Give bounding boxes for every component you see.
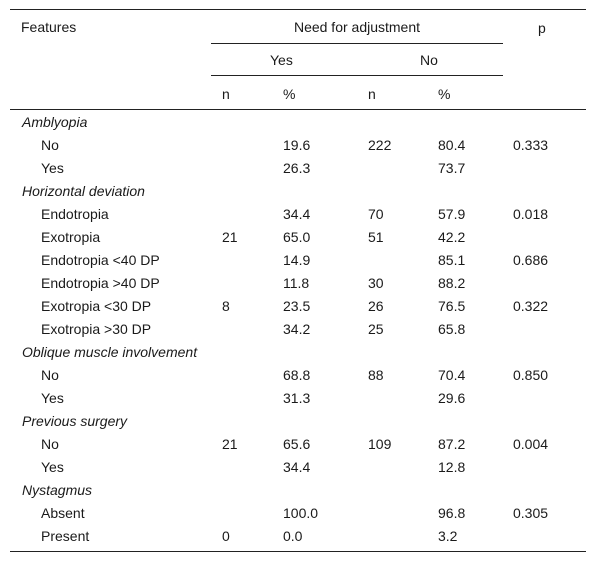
cell-pct-yes: 26.3 xyxy=(283,160,311,176)
cell-n-yes: 8 xyxy=(222,298,230,314)
cell-pct-yes: 23.5 xyxy=(283,298,311,314)
cell-p: 0.004 xyxy=(513,436,549,452)
cell-pct-yes: 34.4 xyxy=(283,206,311,222)
cell-n-no: 26 xyxy=(368,298,384,314)
row-label: Yes xyxy=(41,390,64,406)
header-n-yes: n xyxy=(222,86,230,102)
bottom-rule xyxy=(10,551,586,552)
row-label: Endotropia xyxy=(41,206,109,222)
cell-pct-yes: 68.8 xyxy=(283,367,311,383)
cell-pct-no: 70.4 xyxy=(438,367,466,383)
cell-p: 0.333 xyxy=(513,137,549,153)
cell-p: 0.686 xyxy=(513,252,549,268)
row-label: Exotropia <30 DP xyxy=(41,298,152,314)
cell-pct-yes: 14.9 xyxy=(283,252,311,268)
cell-n-no: 88 xyxy=(368,367,384,383)
cell-pct-yes: 65.0 xyxy=(283,229,311,245)
cell-p: 0.850 xyxy=(513,367,549,383)
cell-pct-no: 76.5 xyxy=(438,298,466,314)
cell-p: 0.322 xyxy=(513,298,549,314)
section-label: Nystagmus xyxy=(22,482,93,498)
cell-pct-no: 57.9 xyxy=(438,206,466,222)
group-rule xyxy=(211,43,503,44)
row-label: Present xyxy=(41,528,90,544)
cell-pct-yes: 65.6 xyxy=(283,436,311,452)
section-label: Oblique muscle involvement xyxy=(22,344,198,360)
header-yes: Yes xyxy=(270,52,293,68)
cell-p: 0.018 xyxy=(513,206,549,222)
cell-n-no: 51 xyxy=(368,229,384,245)
cell-n-yes: 21 xyxy=(222,436,238,452)
header-n-no: n xyxy=(368,86,376,102)
cell-pct-no: 65.8 xyxy=(438,321,466,337)
row-label: Yes xyxy=(41,160,64,176)
header-features: Features xyxy=(21,19,77,35)
cell-n-no: 30 xyxy=(368,275,384,291)
row-label: No xyxy=(41,367,59,383)
subgroup-rule xyxy=(211,75,503,76)
header-need-for-adjustment: Need for adjustment xyxy=(293,19,421,35)
row-label: Endotropia >40 DP xyxy=(41,275,160,291)
cell-pct-no: 3.2 xyxy=(438,528,458,544)
cell-pct-no: 85.1 xyxy=(438,252,466,268)
cell-pct-no: 12.8 xyxy=(438,459,466,475)
cell-pct-yes: 0.0 xyxy=(283,528,303,544)
row-label: Absent xyxy=(41,505,85,521)
cell-pct-yes: 34.4 xyxy=(283,459,311,475)
cell-pct-no: 29.6 xyxy=(438,390,466,406)
cell-pct-yes: 100.0 xyxy=(283,505,319,521)
header-p: p xyxy=(538,20,546,36)
cell-pct-no: 73.7 xyxy=(438,160,466,176)
section-label: Previous surgery xyxy=(22,413,128,429)
top-rule xyxy=(10,9,586,10)
section-label: Amblyopia xyxy=(22,114,88,130)
cell-pct-yes: 11.8 xyxy=(283,275,310,291)
cell-p: 0.305 xyxy=(513,505,549,521)
cell-n-no: 70 xyxy=(368,206,384,222)
cell-pct-yes: 34.2 xyxy=(283,321,311,337)
header-pct-yes: % xyxy=(283,86,296,102)
cell-n-no: 25 xyxy=(368,321,384,337)
row-label: Yes xyxy=(41,459,64,475)
cell-n-no: 222 xyxy=(368,137,392,153)
cell-pct-no: 87.2 xyxy=(438,436,466,452)
row-label: No xyxy=(41,137,59,153)
cell-pct-no: 96.8 xyxy=(438,505,466,521)
row-label: No xyxy=(41,436,59,452)
cell-pct-yes: 19.6 xyxy=(283,137,311,153)
header-pct-no: % xyxy=(438,86,451,102)
cell-n-no: 109 xyxy=(368,436,392,452)
row-label: Exotropia xyxy=(41,229,101,245)
cell-pct-yes: 31.3 xyxy=(283,390,311,406)
cell-n-yes: 21 xyxy=(222,229,238,245)
header-no: No xyxy=(420,52,438,68)
section-label: Horizontal deviation xyxy=(22,183,145,199)
cell-pct-no: 88.2 xyxy=(438,275,466,291)
row-label: Exotropia >30 DP xyxy=(41,321,152,337)
cell-pct-no: 80.4 xyxy=(438,137,466,153)
cell-pct-no: 42.2 xyxy=(438,229,466,245)
row-label: Endotropia <40 DP xyxy=(41,252,160,268)
cell-n-yes: 0 xyxy=(222,528,230,544)
header-bottom-rule xyxy=(10,109,586,110)
